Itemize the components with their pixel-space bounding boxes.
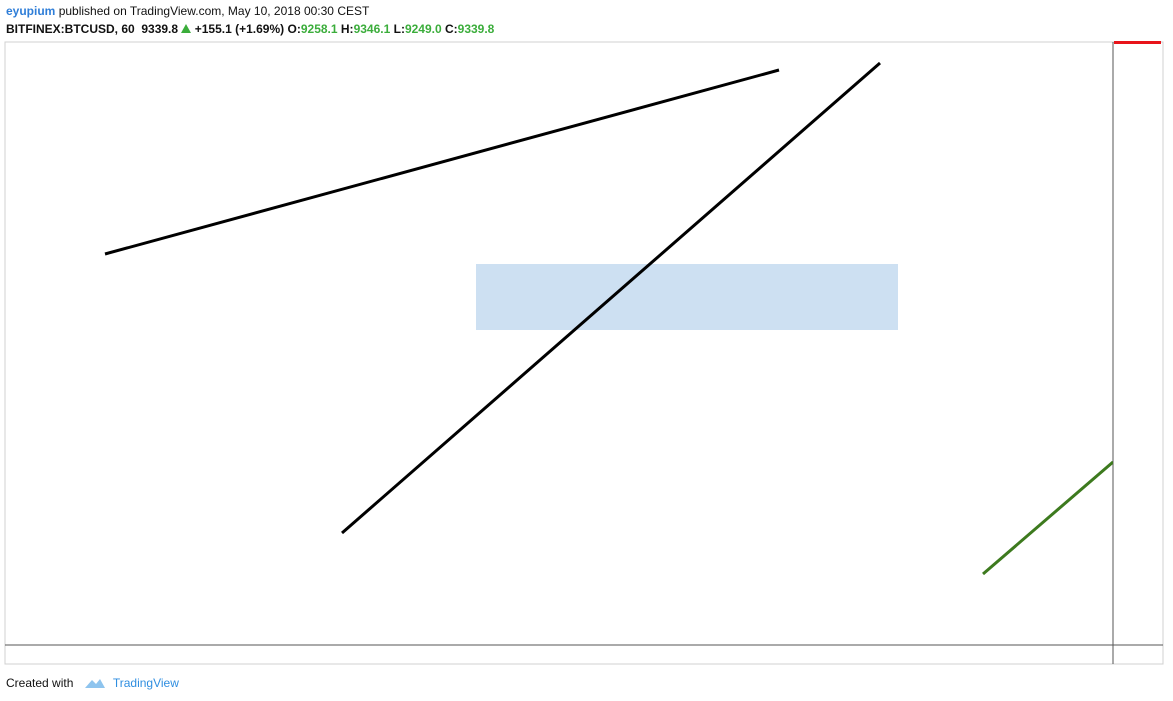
footer: Created with TradingView (6, 676, 179, 690)
l-label: L: (393, 22, 405, 36)
symbol: BITFINEX:BTCUSD, 60 (6, 22, 135, 36)
highlight-zone (476, 264, 898, 330)
publish-line: eyupium published on TradingView.com, Ma… (6, 4, 369, 18)
author[interactable]: eyupium (6, 4, 56, 18)
tv-logo (84, 679, 105, 688)
price: 9339.8 (141, 22, 179, 36)
trend-line (982, 460, 1113, 576)
h-label: H: (340, 22, 354, 36)
trend-line (341, 61, 881, 535)
trend-line (104, 68, 780, 256)
o-label: O: (287, 22, 301, 36)
l-value: 9249.0 (404, 22, 442, 36)
chart-frame (4, 41, 1164, 665)
ohlc-line: BITFINEX:BTCUSD, 60 9339.8 +155.1 (+1.69… (6, 22, 494, 36)
published: published on TradingView.com, May 10, 20… (58, 4, 370, 18)
h-value: 9346.1 (353, 22, 391, 36)
clipped-level-label (1114, 41, 1161, 44)
o-value: 9258.1 (300, 22, 338, 36)
up-arrow (181, 24, 192, 33)
chart (4, 41, 1164, 665)
c-label: C: (444, 22, 458, 36)
c-value: 9339.8 (457, 22, 495, 36)
created-with: Created with (6, 676, 74, 690)
brand[interactable]: TradingView (112, 676, 179, 690)
change: +155.1 (+1.69%) (194, 22, 285, 36)
drawings (104, 61, 1113, 576)
